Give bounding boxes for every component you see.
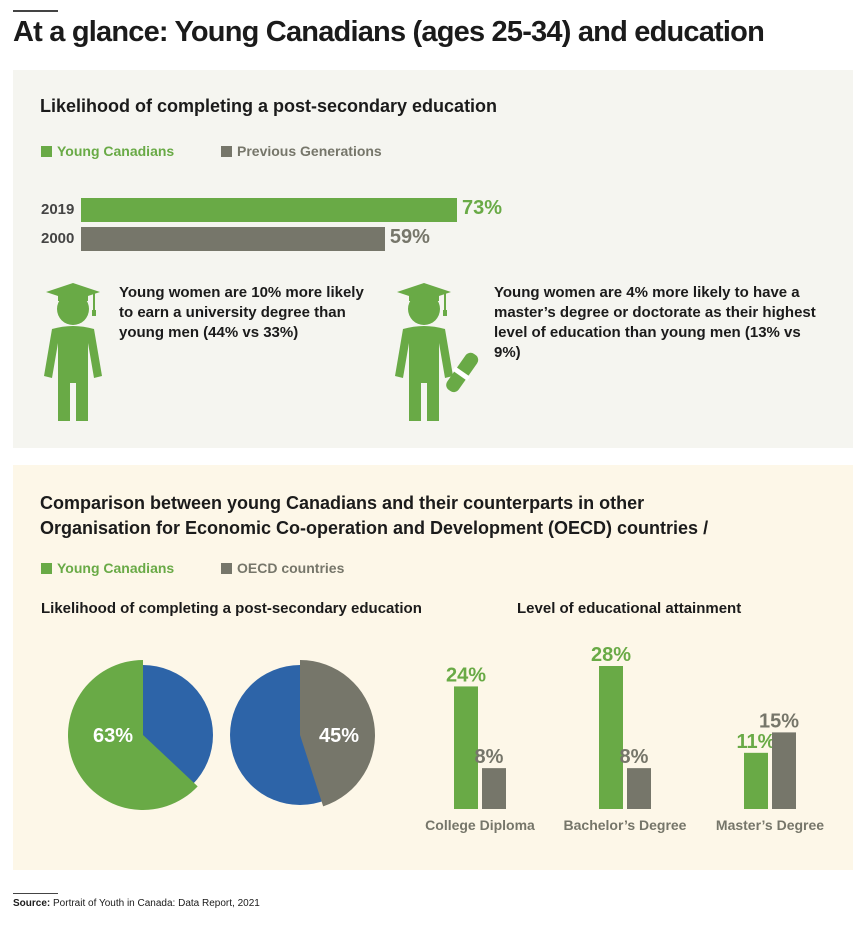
bars-section-title: Level of educational attainment	[517, 600, 742, 617]
legend-swatch-green	[41, 145, 52, 157]
source-text: Portrait of Youth in Canada: Data Report…	[53, 898, 260, 909]
bar-2019	[81, 198, 457, 222]
bar-group: 28% 8% Bachelor’s Degree	[564, 644, 687, 833]
bar	[627, 768, 651, 809]
legend-label: Young Canadians	[57, 560, 175, 576]
category-label: Bachelor’s Degree	[564, 817, 687, 833]
bar	[744, 752, 768, 809]
bar	[599, 666, 623, 809]
legend-young-canadians-2: Young Canadians	[41, 560, 174, 576]
bar-value-label: 24%	[446, 664, 486, 686]
pie-1: 63%	[68, 660, 213, 810]
page-title: At a glance: Young Canadians (ages 25-34…	[13, 16, 765, 48]
pie-charts: 63% 45%	[68, 660, 375, 810]
bar-value-label: 73%	[462, 197, 503, 219]
bar-2000	[81, 227, 385, 251]
bar-value-label: 8%	[620, 746, 649, 768]
fact-masters-degree: Young women are 4% more likely to have a…	[494, 284, 816, 361]
legend-young-canadians: Young Canadians	[41, 143, 174, 159]
bar	[482, 768, 506, 809]
bar-value-label: 8%	[475, 746, 504, 768]
source-note: Source: Portrait of Youth in Canada: Dat…	[13, 898, 260, 909]
bar	[454, 686, 478, 809]
pie-2: 45%	[230, 660, 375, 807]
graduate-icon	[44, 283, 102, 421]
bar-value-label: 28%	[591, 644, 631, 666]
bar-year-label: 2000	[41, 230, 75, 247]
section-1-title: Likelihood of completing a post-secondar…	[40, 96, 498, 116]
top-rule	[13, 10, 58, 12]
vertical-bar-chart: 24% 8% College Diploma 28% 8% Bachelor’s Degr…	[425, 644, 824, 833]
bar-year-label: 2019	[41, 201, 75, 218]
category-label: Master’s Degree	[716, 817, 824, 833]
pie-value-label: 45%	[319, 725, 359, 747]
bar-group: 24% 8% College Diploma	[425, 664, 535, 833]
bar-value-label: 15%	[759, 710, 799, 732]
legend-swatch-gray	[221, 145, 232, 157]
bar	[772, 732, 796, 809]
legend-label: OECD countries	[237, 560, 345, 576]
bar-group: 11%15% Master’s Degree	[716, 710, 824, 833]
pie-value-label: 63%	[93, 725, 133, 747]
pie-slice-young-canadians	[68, 660, 198, 810]
legend-oecd-countries: OECD countries	[221, 560, 344, 576]
category-label: College Diploma	[425, 817, 535, 833]
legend-swatch-green	[41, 562, 52, 574]
source-rule	[13, 893, 58, 894]
source-label: Source:	[13, 898, 51, 909]
fact-university-degree: Young women are 10% more likely to earn …	[119, 284, 364, 341]
legend-swatch-gray	[221, 562, 232, 574]
graduate-with-diploma-icon	[395, 283, 479, 421]
legend-label: Previous Generations	[237, 143, 382, 159]
bar-value-label: 11%	[737, 731, 776, 753]
section-2-title: Comparison between young Canadians and t…	[40, 493, 709, 538]
pie-slice-oecd-countries	[300, 660, 375, 807]
legend-label: Young Canadians	[57, 143, 175, 159]
pie-section-title: Likelihood of completing a post-secondar…	[41, 600, 422, 617]
legend-previous-generations: Previous Generations	[221, 143, 382, 159]
bar-value-label: 59%	[389, 226, 430, 248]
